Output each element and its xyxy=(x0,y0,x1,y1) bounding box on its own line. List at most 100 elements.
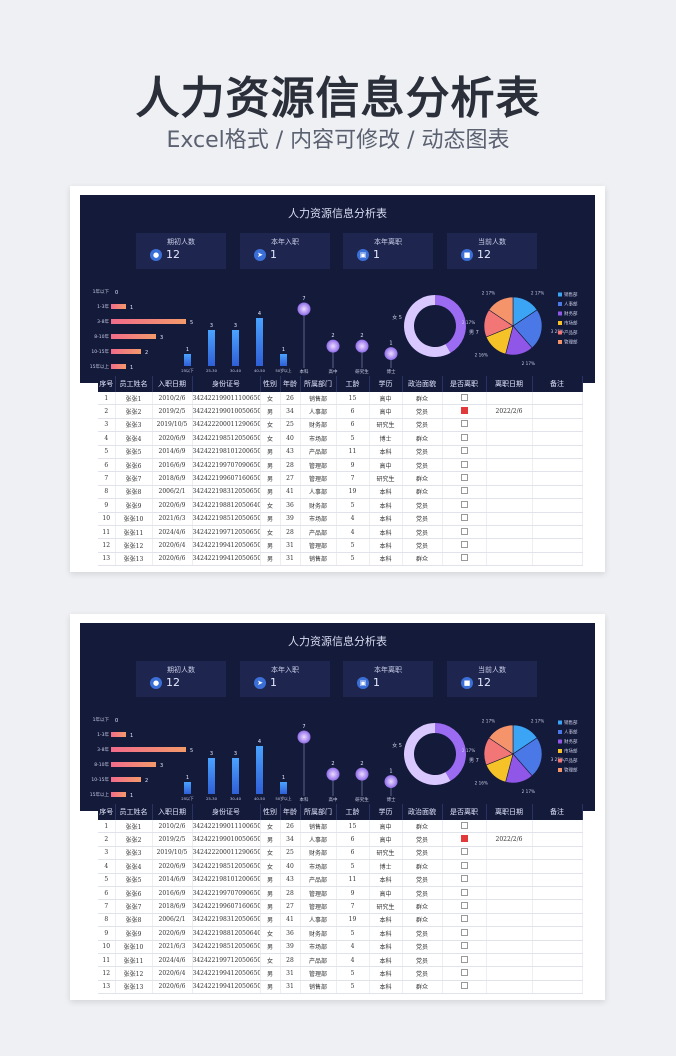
resigned-cell xyxy=(442,886,487,901)
table-cell: 342422200011290650 xyxy=(192,846,261,861)
table-cell: 张张5 xyxy=(115,445,153,459)
table-cell: 群众 xyxy=(402,899,443,914)
tenure-data-label: 1 xyxy=(130,793,133,799)
resigned-checkbox[interactable] xyxy=(460,407,468,415)
resigned-cell xyxy=(442,418,487,433)
resigned-checkbox[interactable] xyxy=(460,968,468,976)
table-cell: 产品部 xyxy=(300,953,337,968)
resigned-checkbox[interactable] xyxy=(460,821,468,829)
table-cell: 2020/6/9 xyxy=(152,431,193,446)
resigned-checkbox[interactable] xyxy=(460,514,468,522)
table-row: 10 张张10 2021/6/3 342422198512050650 男 39 市场部 4 本… xyxy=(98,940,583,954)
table-cell: 男 xyxy=(260,404,281,419)
resigned-checkbox[interactable] xyxy=(460,540,468,548)
gender-label: 男 7 xyxy=(469,758,479,764)
resigned-checkbox[interactable] xyxy=(460,527,468,535)
table-cell: 2022/2/6 xyxy=(486,832,533,847)
resigned-checkbox[interactable] xyxy=(460,487,468,495)
table-cell: 群众 xyxy=(402,820,443,834)
table-cell: 党员 xyxy=(402,953,443,968)
table-cell: 6 xyxy=(98,886,116,901)
table-cell: 党员 xyxy=(402,458,443,473)
column-header: 性别 xyxy=(260,376,281,392)
table-cell: 26 xyxy=(280,820,301,834)
table-cell: 本科 xyxy=(369,953,403,968)
legend-swatch xyxy=(558,292,562,297)
resigned-checkbox[interactable] xyxy=(460,888,468,896)
table-cell xyxy=(486,940,533,954)
table-row: 11 张张11 2024/4/6 342422199712050650 女 28 产品部 4 本… xyxy=(98,525,583,540)
table-row: 6 张张6 2016/6/9 342422199707090650 男 28 管理部 9 高中党… xyxy=(98,886,583,901)
table-row: 13 张张13 2020/6/6 342422199412050650 男 31 销售部 5 本… xyxy=(98,552,583,567)
table-cell xyxy=(486,820,533,834)
resigned-checkbox[interactable] xyxy=(460,393,468,401)
preview-card[interactable]: 人力资源信息分析表 期初人数 ● 12 本年入职 ➤ 1 本年离职 ▣ 1 当前… xyxy=(70,614,605,1000)
table-cell: 男 xyxy=(260,485,281,500)
resigned-checkbox[interactable] xyxy=(460,875,468,883)
gender-label: 女 5 xyxy=(392,314,402,321)
table-cell: 2021/6/3 xyxy=(152,512,193,526)
resigned-checkbox[interactable] xyxy=(460,474,468,482)
resigned-checkbox[interactable] xyxy=(460,848,468,856)
age-tick-label: 25以下 xyxy=(181,368,194,373)
table-cell: 男 xyxy=(260,538,281,553)
column-header: 是否离职 xyxy=(442,376,487,392)
table-cell: 女 xyxy=(260,418,281,433)
resigned-checkbox[interactable] xyxy=(460,928,468,936)
remark-cell xyxy=(532,512,583,526)
column-header: 年龄 xyxy=(280,376,301,392)
resigned-checkbox[interactable] xyxy=(460,861,468,869)
resigned-checkbox[interactable] xyxy=(460,447,468,455)
kpi-hired: 本年入职 ➤ 1 xyxy=(240,233,330,269)
age-bar xyxy=(280,354,287,366)
remark-cell xyxy=(532,886,583,901)
table-cell: 2018/6/9 xyxy=(152,899,193,914)
table-cell: 4 xyxy=(336,953,370,968)
preview-card[interactable]: 人力资源信息分析表 期初人数 ● 12 本年入职 ➤ 1 本年离职 ▣ 1 当前… xyxy=(70,186,605,572)
resigned-checkbox[interactable] xyxy=(460,460,468,468)
kpi-label: 本年入职 xyxy=(271,666,299,674)
table-cell: 5 xyxy=(98,445,116,459)
table-cell: 2006/2/1 xyxy=(152,913,193,928)
table-cell: 张张4 xyxy=(115,859,153,874)
team-icon: ■ xyxy=(461,249,473,261)
table-cell xyxy=(486,886,533,901)
dashboard-panel: 人力资源信息分析表 期初人数 ● 12 本年入职 ➤ 1 本年离职 ▣ 1 当前… xyxy=(80,195,595,383)
resigned-checkbox[interactable] xyxy=(460,982,468,990)
resigned-checkbox[interactable] xyxy=(460,955,468,963)
tenure-tick-label: 10-15年 xyxy=(91,776,109,783)
table-cell: 男 xyxy=(260,445,281,459)
table-cell: 本科 xyxy=(369,552,403,567)
resigned-checkbox[interactable] xyxy=(460,554,468,562)
department-slice xyxy=(488,296,514,327)
table-cell: 28 xyxy=(280,953,301,968)
resigned-checkbox[interactable] xyxy=(460,420,468,428)
remark-cell xyxy=(532,485,583,500)
resigned-checkbox[interactable] xyxy=(460,500,468,508)
table-cell: 11 xyxy=(336,445,370,459)
resigned-cell xyxy=(442,392,487,406)
table-cell: 张张13 xyxy=(115,552,153,567)
dashboard-panel: 人力资源信息分析表 期初人数 ● 12 本年入职 ➤ 1 本年离职 ▣ 1 当前… xyxy=(80,623,595,811)
employee-table: 序号 员工姓名 入职日期 身份证号 性别 年龄 所属部门 工龄 学历 政治面貌 是否离职 离职日期 备注… xyxy=(98,376,583,567)
hero-subtitle: Excel格式 / 内容可修改 / 动态图表 xyxy=(166,128,510,153)
person-icon: ● xyxy=(150,249,162,261)
resigned-checkbox[interactable] xyxy=(460,902,468,910)
department-slice-label: 2 17% xyxy=(522,361,535,366)
table-cell: 党员 xyxy=(402,873,443,887)
resigned-cell xyxy=(442,966,487,981)
table-cell xyxy=(486,859,533,874)
table-cell: 4 xyxy=(336,940,370,954)
resigned-checkbox[interactable] xyxy=(460,433,468,441)
column-header: 备注 xyxy=(532,376,583,392)
table-cell: 党员 xyxy=(402,498,443,513)
enter-icon: ➤ xyxy=(254,249,266,261)
edu-data-label: 2 xyxy=(331,333,334,339)
resigned-checkbox[interactable] xyxy=(460,835,468,843)
resigned-checkbox[interactable] xyxy=(460,942,468,950)
table-cell: 28 xyxy=(280,525,301,540)
table-cell: 41 xyxy=(280,913,301,928)
table-cell: 2020/6/6 xyxy=(152,552,193,567)
resigned-checkbox[interactable] xyxy=(460,915,468,923)
edu-data-label: 1 xyxy=(389,341,392,347)
